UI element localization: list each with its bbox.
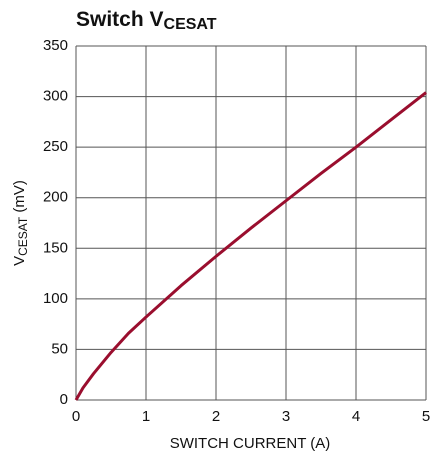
x-tick-label: 5 [422, 408, 430, 425]
y-tick-label: 350 [43, 37, 68, 54]
data-line [74, 91, 427, 401]
y-label-main: V [11, 256, 28, 266]
y-axis-label: VCESAT (mV) [11, 180, 30, 266]
x-tick-label: 0 [72, 408, 80, 425]
y-tick-label: 250 [43, 138, 68, 155]
title-sub: CESAT [164, 16, 217, 33]
y-label-unit: (mV) [11, 180, 28, 217]
title-main: Switch V [76, 8, 164, 31]
x-axis-label: SWITCH CURRENT (A) [170, 435, 331, 452]
y-label-sub: CESAT [16, 216, 30, 256]
y-tick-label: 50 [51, 340, 68, 357]
x-tick-label: 3 [282, 408, 290, 425]
y-tick-label: 150 [43, 239, 68, 256]
y-tick-label: 0 [60, 391, 68, 408]
y-tick-label: 200 [43, 189, 68, 206]
y-tick-label: 100 [43, 290, 68, 307]
chart-title: Switch VCESAT [76, 8, 217, 34]
x-tick-label: 1 [142, 408, 150, 425]
y-tick-label: 300 [43, 88, 68, 105]
x-tick-label: 4 [352, 408, 360, 425]
x-tick-label: 2 [212, 408, 220, 425]
